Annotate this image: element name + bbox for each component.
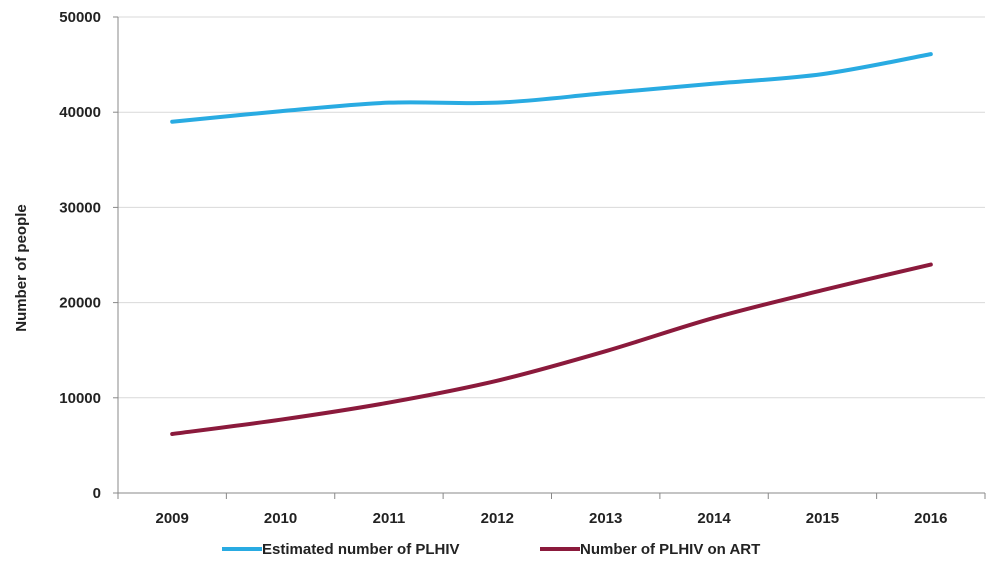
y-tick-labels: 0 10000 20000 30000 40000 50000 — [59, 9, 101, 502]
x-tick-label: 2016 — [914, 510, 947, 527]
x-tick-label: 2014 — [697, 510, 731, 527]
x-tick-labels: 2009 2010 2011 2012 2013 2014 2015 2016 — [156, 510, 948, 527]
y-tick-label: 20000 — [59, 295, 101, 312]
series-line-1 — [170, 52, 933, 124]
y-tick-label: 10000 — [59, 390, 101, 407]
series-lines — [170, 52, 933, 436]
grid-lines — [118, 16, 985, 399]
y-tick-label: 50000 — [59, 9, 101, 26]
y-tick-label: 30000 — [59, 199, 101, 216]
y-tick-label: 40000 — [59, 104, 101, 121]
legend-label-1: Estimated number of PLHIV — [262, 541, 460, 558]
y-axis-title: Number of people — [13, 204, 30, 332]
x-tick-label: 2012 — [481, 510, 514, 527]
series-line-2 — [170, 262, 933, 436]
x-tick-label: 2011 — [373, 510, 406, 527]
x-tick-label: 2015 — [806, 510, 839, 527]
legend-label-2: Number of PLHIV on ART — [580, 541, 760, 558]
x-tick-label: 2010 — [264, 510, 297, 527]
y-tick-label: 0 — [93, 485, 101, 502]
legend: Estimated number of PLHIV Number of PLHIV… — [222, 541, 760, 558]
x-tick-label: 2009 — [156, 510, 189, 527]
axes — [113, 16, 986, 499]
x-tick-label: 2013 — [589, 510, 622, 527]
